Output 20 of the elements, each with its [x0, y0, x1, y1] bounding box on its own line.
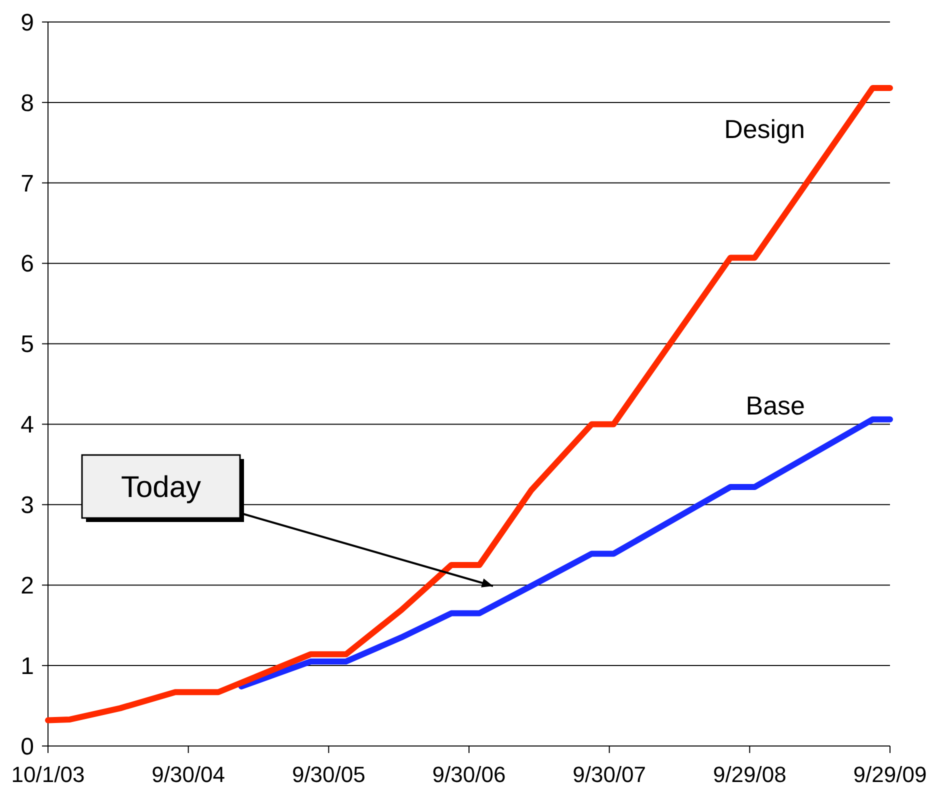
x-tick-label: 9/29/08 — [712, 762, 786, 787]
y-tick-label: 1 — [20, 652, 34, 680]
y-tick-label: 9 — [20, 9, 34, 36]
annotation: Today — [120, 471, 202, 504]
y-tick-label: 0 — [20, 733, 34, 760]
x-tick-label: 9/30/07 — [572, 762, 646, 787]
y-tick-label: 2 — [20, 572, 34, 600]
x-tick-label: 10/1/03 — [11, 762, 85, 787]
y-tick-label: 6 — [20, 250, 34, 278]
y-tick-label: 4 — [20, 412, 34, 439]
x-tick-label: 9/30/05 — [292, 762, 366, 787]
x-tick-label: 9/30/04 — [152, 762, 226, 787]
x-tick-label: 9/29/09 — [853, 762, 927, 787]
y-tick-label: 3 — [20, 492, 34, 520]
series-label: Base — [746, 390, 805, 420]
x-tick-label: 9/30/06 — [432, 762, 506, 787]
y-tick-label: 5 — [20, 331, 34, 358]
y-tick-label: 8 — [20, 90, 34, 117]
y-tick-label: 7 — [20, 170, 34, 198]
series-label: Design — [724, 114, 805, 144]
